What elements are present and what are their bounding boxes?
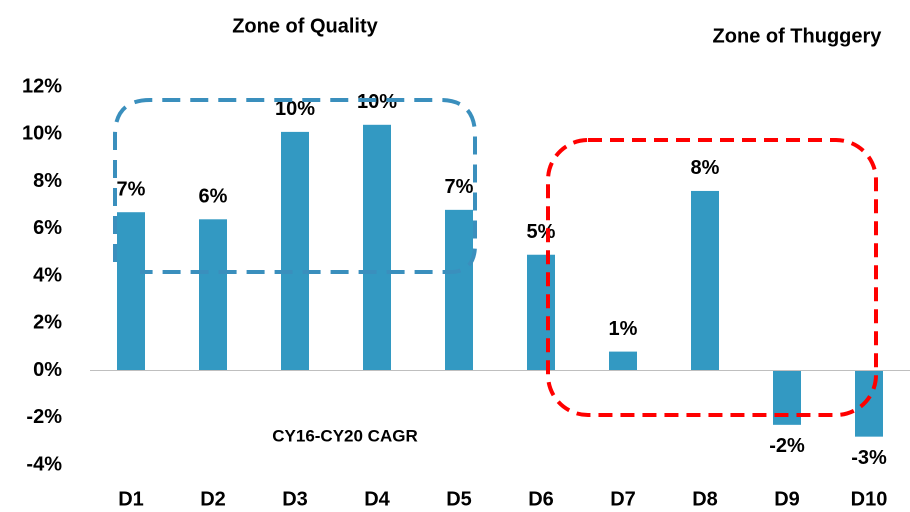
y-tick-label: 0%	[33, 359, 62, 381]
data-label: -2%	[769, 435, 805, 457]
bar	[691, 190, 719, 371]
bar	[363, 124, 391, 371]
data-label: 6%	[199, 186, 228, 208]
y-tick-label: 4%	[33, 264, 62, 286]
x-tick-label: D4	[364, 488, 390, 510]
y-tick-label: -2%	[26, 406, 62, 428]
y-tick-label: 2%	[33, 312, 62, 334]
bar	[609, 351, 637, 371]
plot: -4% -2% 0% 2% 4% 6% 8% 10% 12% D1 7% D2 6% D3 10% D4 10%…	[22, 75, 910, 510]
bar	[527, 254, 555, 371]
x-tick-label: D8	[692, 488, 718, 510]
x-tick-label: D10	[851, 488, 888, 510]
data-label: 1%	[609, 318, 638, 340]
bar	[445, 209, 473, 371]
y-tick-label: -4%	[26, 453, 62, 475]
data-label: 10%	[357, 91, 397, 113]
y-tick-label: 10%	[22, 123, 62, 145]
data-label: 7%	[117, 178, 146, 200]
data-label: -3%	[851, 447, 887, 469]
thuggery-zone-box	[546, 138, 878, 417]
x-tick-label: D5	[446, 488, 472, 510]
annotation: CY16-CY20 CAGR	[272, 426, 418, 445]
bar	[855, 370, 883, 437]
data-label: 7%	[445, 176, 474, 198]
bar	[281, 131, 309, 371]
x-tick-label: D1	[118, 488, 144, 510]
x-tick-label: D2	[200, 488, 226, 510]
bar	[199, 219, 227, 371]
y-tick-label: 6%	[33, 217, 62, 239]
quality-zone-box	[113, 98, 477, 274]
y-tick-label: 12%	[22, 75, 62, 97]
data-label: 5%	[527, 221, 556, 243]
data-label: 8%	[691, 157, 720, 179]
x-tick-label: D6	[528, 488, 554, 510]
annotation: Zone of Thuggery	[713, 25, 883, 47]
annotation: Zone of Quality	[232, 15, 378, 37]
x-tick-label: D7	[610, 488, 636, 510]
x-tick-label: D3	[282, 488, 308, 510]
y-tick-label: 8%	[33, 170, 62, 192]
bar	[117, 212, 145, 371]
data-label: 10%	[275, 98, 315, 120]
x-tick-label: D9	[774, 488, 800, 510]
